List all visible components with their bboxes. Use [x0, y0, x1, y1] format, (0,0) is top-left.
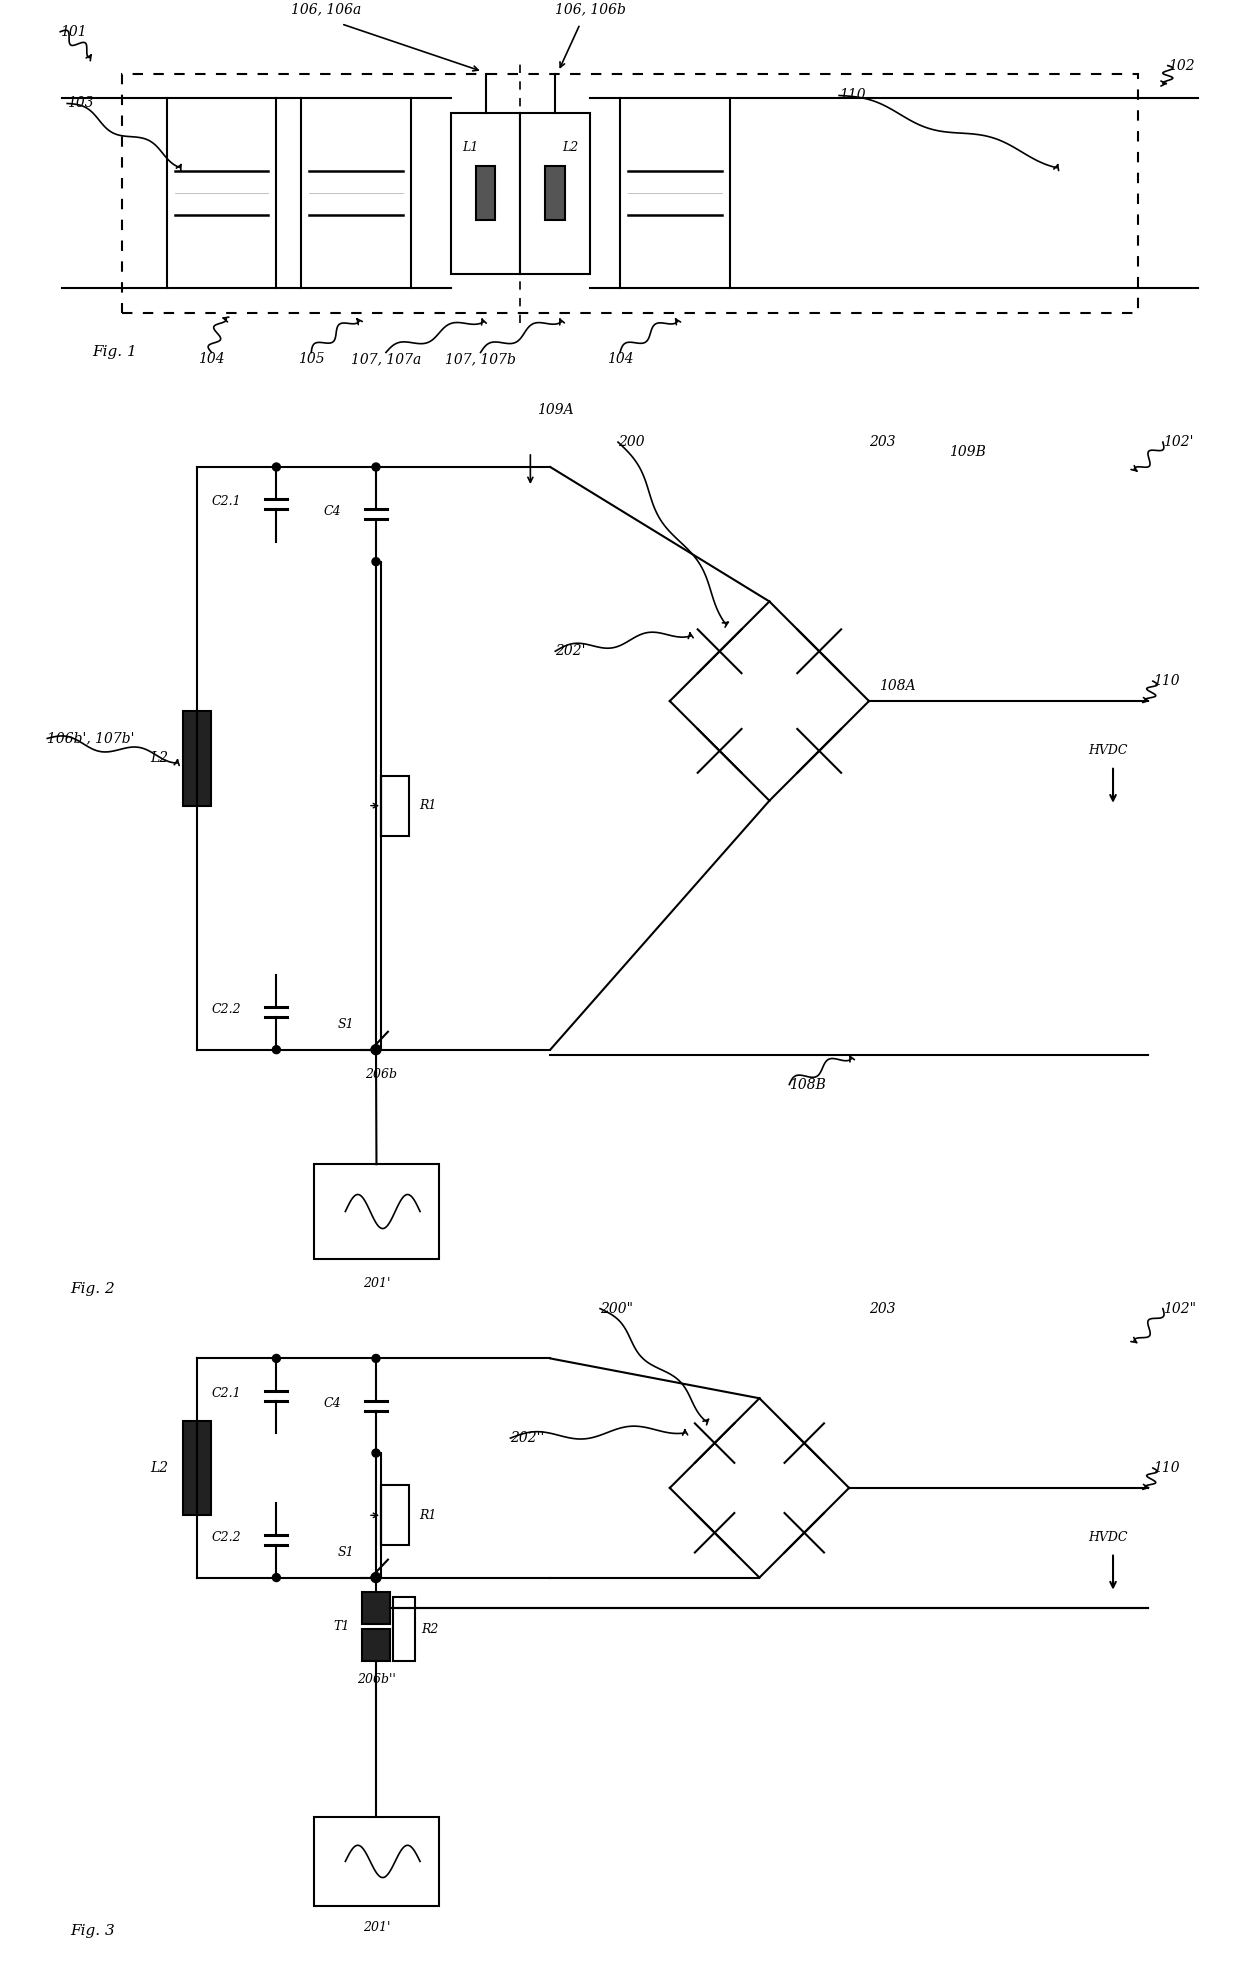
Text: 102': 102': [1163, 434, 1193, 448]
Text: 104: 104: [606, 352, 634, 366]
Text: 201': 201': [363, 1276, 391, 1290]
Circle shape: [371, 1044, 381, 1054]
Text: 107, 107a: 107, 107a: [351, 352, 422, 366]
Text: 201': 201': [363, 1921, 391, 1935]
Text: L2: L2: [562, 142, 578, 153]
Bar: [362, 1630, 389, 1661]
Text: S1: S1: [337, 1545, 355, 1559]
Circle shape: [372, 1449, 379, 1457]
Circle shape: [372, 464, 379, 472]
Text: C2.1: C2.1: [212, 1386, 242, 1400]
Text: 106, 106b: 106, 106b: [554, 2, 625, 16]
Text: 202': 202': [556, 645, 585, 659]
Text: 102": 102": [1163, 1301, 1195, 1315]
Text: R1: R1: [419, 1508, 436, 1522]
Text: C2.2: C2.2: [212, 1003, 242, 1016]
Bar: [450, 112, 521, 273]
Text: 106, 106a: 106, 106a: [291, 2, 361, 16]
Text: L1: L1: [463, 142, 479, 153]
Text: 108A: 108A: [879, 678, 915, 694]
Text: 203: 203: [869, 434, 895, 448]
Text: C4: C4: [324, 1396, 341, 1410]
Bar: [182, 1421, 211, 1516]
Bar: [381, 1486, 409, 1545]
Text: 206b'': 206b'': [357, 1673, 396, 1687]
Text: 206b: 206b: [365, 1068, 397, 1081]
Circle shape: [273, 464, 280, 472]
Text: HVDC: HVDC: [1089, 745, 1128, 757]
Bar: [393, 1598, 415, 1661]
Text: 200": 200": [600, 1301, 634, 1315]
Text: 107, 107b: 107, 107b: [445, 352, 516, 366]
Circle shape: [273, 1573, 280, 1581]
Bar: [314, 1164, 439, 1258]
Circle shape: [372, 1355, 379, 1362]
Text: 101: 101: [61, 26, 87, 39]
Bar: [546, 165, 565, 220]
Text: 109B: 109B: [949, 444, 986, 460]
Circle shape: [371, 1573, 381, 1583]
Circle shape: [372, 558, 379, 566]
Text: R2: R2: [420, 1622, 438, 1636]
Circle shape: [273, 1046, 280, 1054]
Text: 105: 105: [298, 352, 325, 366]
Text: 202'': 202'': [511, 1431, 544, 1445]
Text: 203: 203: [869, 1301, 895, 1315]
Bar: [620, 98, 729, 287]
Text: 200: 200: [618, 434, 645, 448]
Bar: [182, 712, 211, 806]
Text: S1: S1: [337, 1018, 355, 1032]
Text: 110: 110: [1153, 1461, 1179, 1474]
Text: C4: C4: [324, 505, 341, 519]
Text: 109A: 109A: [537, 403, 574, 417]
Text: T1: T1: [334, 1620, 350, 1634]
Bar: [167, 98, 277, 287]
Text: 106b', 107b': 106b', 107b': [47, 731, 135, 745]
Text: 110: 110: [1153, 674, 1179, 688]
Text: 108B: 108B: [790, 1077, 826, 1091]
Bar: [314, 1817, 439, 1907]
Bar: [521, 112, 590, 273]
Bar: [476, 165, 496, 220]
Text: C2.1: C2.1: [212, 495, 242, 509]
Circle shape: [273, 1355, 280, 1362]
Bar: [301, 98, 410, 287]
Text: 103: 103: [67, 96, 94, 110]
Text: 102: 102: [1168, 59, 1194, 73]
Text: 104: 104: [198, 352, 224, 366]
Text: L2: L2: [150, 1461, 167, 1474]
Bar: [362, 1592, 389, 1624]
Bar: [381, 777, 409, 836]
Text: C2.2: C2.2: [212, 1532, 242, 1543]
Text: R1: R1: [419, 798, 436, 812]
Text: 110: 110: [839, 88, 866, 102]
Text: Fig. 1: Fig. 1: [92, 346, 136, 360]
Text: Fig. 2: Fig. 2: [71, 1282, 115, 1296]
Text: Fig. 3: Fig. 3: [71, 1925, 115, 1938]
Text: HVDC: HVDC: [1089, 1532, 1128, 1543]
Text: L2: L2: [150, 751, 167, 765]
